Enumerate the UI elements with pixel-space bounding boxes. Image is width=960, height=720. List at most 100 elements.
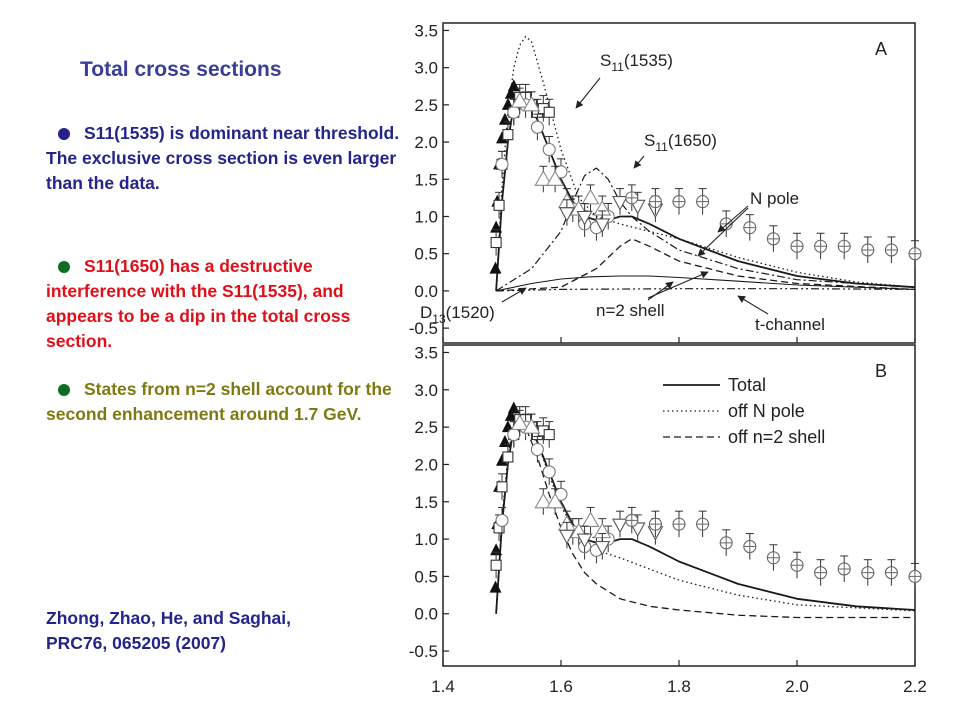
x-tick-label: 1.4: [431, 677, 455, 696]
data-point: [522, 95, 541, 112]
data-point-cross: [696, 518, 709, 531]
annotation-arrow: [647, 271, 709, 299]
data-point: [496, 131, 508, 144]
annotation-arrow: [575, 77, 601, 109]
data-point: [543, 106, 555, 118]
data-point-cross: [861, 243, 874, 256]
data-point: [510, 92, 529, 108]
data-point: [490, 559, 502, 571]
bullet-n2-shell: States from n=2 shell account for the se…: [46, 377, 406, 427]
data-point-cross: [791, 559, 803, 572]
data-point: [489, 580, 502, 593]
data-point: [496, 453, 508, 466]
annotation-arrow: [737, 295, 769, 315]
data-point: [507, 105, 521, 119]
data-point: [530, 120, 544, 134]
data-point: [507, 401, 520, 414]
data-point: [558, 529, 575, 545]
data-point-cross: [909, 247, 921, 260]
data-point: [612, 518, 628, 534]
legend-label: Total: [728, 375, 766, 395]
data-point-cross: [743, 221, 756, 234]
bullet-dot-icon: [58, 127, 70, 140]
data-point: [493, 199, 505, 211]
series-line: [495, 418, 916, 614]
bullet-s11-1650: S11(1650) has a destructive interference…: [46, 254, 406, 354]
data-point-cross: [696, 195, 709, 208]
data-point-cross: [909, 570, 921, 583]
series-line: [495, 415, 916, 614]
data-point: [546, 492, 565, 509]
slide-title: Total cross sections: [80, 58, 282, 81]
series-line: [496, 288, 916, 292]
data-point: [581, 511, 600, 527]
y-tick-label: 0.5: [414, 245, 438, 264]
data-point-cross: [791, 240, 803, 253]
data-point-cross: [814, 566, 827, 579]
data-point: [594, 218, 611, 234]
data-point: [612, 196, 628, 211]
data-point: [502, 129, 514, 141]
data-point-cross: [625, 191, 638, 204]
data-point-cross: [720, 217, 733, 230]
annotation-arrow: [717, 205, 749, 233]
data-point-cross: [673, 195, 685, 208]
data-point: [546, 170, 565, 186]
y-tick-label: 1.0: [414, 207, 438, 226]
data-point: [534, 492, 553, 509]
y-tick-label: 3.5: [414, 343, 438, 362]
data-point: [504, 408, 517, 421]
y-tick-label: 1.0: [414, 530, 438, 549]
bullet-text: S11(1650) has a destructive interference…: [46, 256, 351, 351]
y-tick-label: 1.5: [414, 170, 438, 189]
data-point: [490, 236, 502, 249]
reference-citation: Zhong, Zhao, He, and Saghai, PRC76, 0652…: [46, 606, 406, 656]
data-point-cross: [625, 514, 638, 527]
data-point-cross: [814, 240, 827, 253]
x-tick-label: 2.2: [903, 677, 927, 696]
annotation-s11-1535: S11(1535): [600, 51, 673, 74]
data-point: [507, 428, 521, 442]
annotation-n-pole: N pole: [750, 189, 799, 208]
data-point: [502, 451, 514, 463]
y-tick-label: 2.5: [414, 96, 438, 115]
annotation-arrow: [633, 155, 645, 169]
data-point: [504, 86, 517, 99]
data-point-cross: [720, 536, 733, 549]
legend-label: off n=2 shell: [728, 427, 825, 447]
data-point: [496, 481, 508, 493]
y-tick-label: 2.5: [414, 418, 438, 437]
data-point: [576, 533, 593, 549]
data-point-cross: [861, 566, 874, 579]
y-tick-label: 1.5: [414, 493, 438, 512]
data-point-cross: [885, 243, 898, 256]
cross-section-figure: -0.50.00.51.01.52.02.53.03.5σ (mb)AS11(1…: [409, 21, 927, 696]
bullet-text: States from n=2 shell account for the se…: [46, 379, 392, 424]
data-point: [510, 414, 529, 430]
bullet-s11-1535: S11(1535) is dominant near threshold. Th…: [46, 121, 406, 196]
y-tick-label: 0.0: [414, 282, 438, 301]
annotation-d13-1520: D13(1520): [420, 303, 495, 326]
annotation-arrow: [697, 207, 749, 257]
series-line: [495, 275, 916, 292]
data-point-cross: [743, 540, 756, 553]
data-point-cross: [649, 195, 662, 208]
annotation-t-channel: t-channel: [755, 315, 825, 334]
y-tick-label: 2.0: [414, 133, 438, 152]
data-point-cross: [767, 232, 780, 245]
legend-label: off N pole: [728, 401, 805, 421]
data-point: [581, 188, 600, 205]
y-tick-label: 0.0: [414, 605, 438, 624]
data-point: [489, 261, 502, 274]
data-point-cross: [767, 551, 780, 564]
annotation-s11-1650: S11(1650): [644, 131, 717, 154]
y-tick-label: -0.5: [409, 319, 438, 338]
data-point-cross: [673, 518, 685, 531]
data-point: [543, 429, 555, 441]
reference-authors: Zhong, Zhao, He, and Saghai,: [46, 608, 292, 628]
x-tick-label: 1.6: [549, 677, 573, 696]
data-point-cross: [649, 518, 662, 531]
data-point-cross: [838, 240, 851, 253]
data-point: [542, 142, 556, 157]
data-point: [594, 541, 611, 556]
